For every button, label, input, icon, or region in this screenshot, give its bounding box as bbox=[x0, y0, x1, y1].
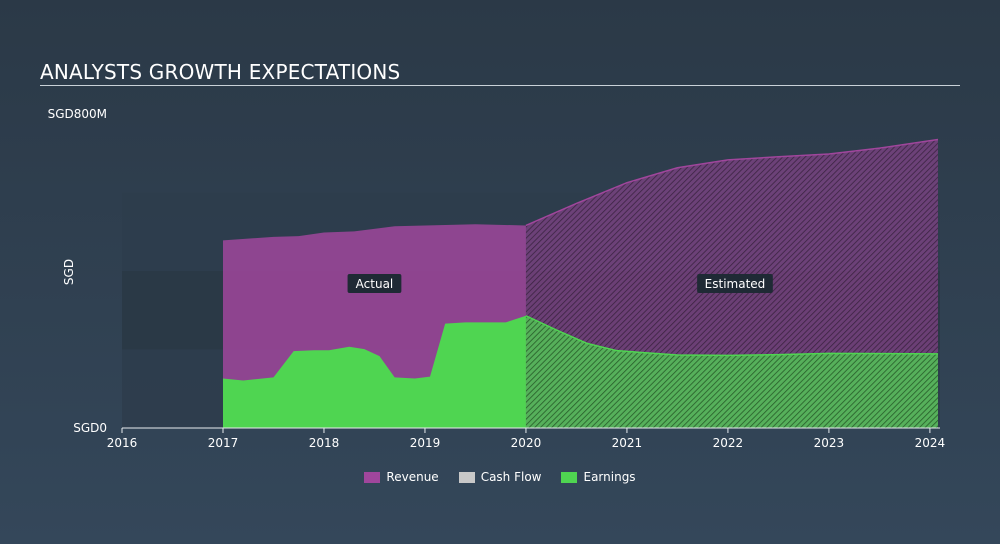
legend-swatch-earnings bbox=[561, 471, 578, 483]
annotation-box-estimated bbox=[697, 274, 773, 293]
x-tick-label-2016: 2016 bbox=[107, 436, 138, 450]
chart-title: ANALYSTS GROWTH EXPECTATIONS bbox=[40, 60, 401, 84]
legend-item-revenue[interactable]: Revenue bbox=[364, 470, 439, 484]
legend-swatch-cash-flow bbox=[458, 471, 475, 483]
legend-swatch-revenue bbox=[364, 471, 381, 483]
x-tick-label-2024: 2024 bbox=[915, 436, 946, 450]
legend-item-earnings[interactable]: Earnings bbox=[561, 470, 636, 484]
legend-label-cash-flow: Cash Flow bbox=[480, 470, 542, 484]
y-axis-label: SGD bbox=[62, 259, 76, 285]
annotation-box-actual bbox=[347, 274, 402, 293]
legend-label-revenue: Revenue bbox=[386, 470, 439, 484]
x-tick-label-2020: 2020 bbox=[511, 436, 542, 450]
legend-item-cash-flow[interactable]: Cash Flow bbox=[458, 470, 542, 484]
x-tick-label-2023: 2023 bbox=[814, 436, 845, 450]
axes: 2016 2017 2018 2019 2020 2021 2022 2023 2024 bbox=[107, 427, 946, 450]
annotation-label-estimated: Estimated bbox=[705, 277, 766, 291]
annotation-actual: Actual bbox=[347, 274, 402, 293]
revenue-line-estimated bbox=[525, 138, 939, 227]
area-series bbox=[222, 138, 939, 428]
annotation-label-actual: Actual bbox=[356, 277, 394, 291]
earnings-area-actual bbox=[222, 315, 526, 428]
x-tick-label-2022: 2022 bbox=[713, 436, 744, 450]
annotation-estimated: Estimated bbox=[697, 274, 773, 293]
earnings-line-estimated bbox=[525, 315, 938, 357]
x-tick-label-2017: 2017 bbox=[208, 436, 239, 450]
legend: Revenue Cash Flow Earnings bbox=[0, 470, 1000, 484]
x-tick-label-2019: 2019 bbox=[410, 436, 441, 450]
legend-label-earnings: Earnings bbox=[583, 470, 636, 484]
x-tick-label-2018: 2018 bbox=[309, 436, 340, 450]
x-tick-label-2021: 2021 bbox=[612, 436, 643, 450]
y-tick-label-bottom: SGD0 bbox=[73, 421, 107, 435]
chart-labels: SGD800M SGD0 SGD Actual Estimated bbox=[48, 107, 773, 435]
title-divider bbox=[40, 85, 960, 86]
y-tick-label-top: SGD800M bbox=[48, 107, 107, 121]
earnings-area-hatch bbox=[525, 315, 938, 428]
